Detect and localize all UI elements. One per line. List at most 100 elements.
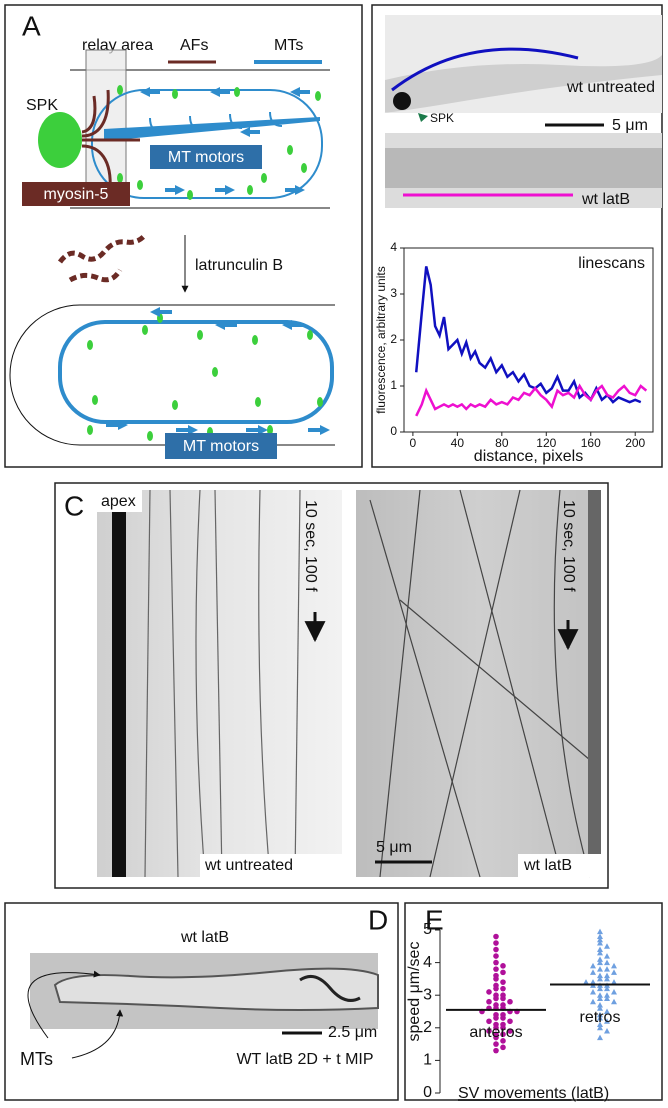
label: MT motors (168, 149, 244, 166)
decoration (92, 395, 98, 405)
point (493, 1048, 499, 1054)
decoration (87, 340, 93, 350)
point (590, 963, 596, 969)
point (590, 969, 596, 975)
decoration (106, 307, 330, 435)
figure: A relay area AFs MTs SPK MT motors myosi… (0, 0, 668, 1103)
label: 10 sec, 100 f (302, 500, 319, 592)
point (493, 996, 499, 1002)
y-tick-label: 3 (423, 986, 432, 1003)
decoration (104, 117, 320, 141)
decoration (307, 330, 313, 340)
point (493, 1041, 499, 1047)
decoration (147, 431, 153, 441)
decoration (117, 85, 123, 95)
series-line (416, 266, 641, 402)
point (493, 940, 499, 946)
decoration (187, 190, 193, 200)
label: MTs (20, 1049, 53, 1069)
decoration (247, 185, 253, 195)
decoration (137, 180, 143, 190)
decoration (287, 145, 293, 155)
label: C (64, 490, 84, 521)
point (597, 966, 603, 972)
decoration (317, 397, 323, 407)
decoration (172, 400, 178, 410)
decoration (252, 335, 258, 345)
decoration (142, 325, 148, 335)
decoration (140, 87, 310, 195)
label: SPK (26, 97, 58, 114)
y-tick-label: 2 (423, 1019, 432, 1036)
x-axis-label: SV movements (latB) (458, 1085, 609, 1102)
point (604, 960, 610, 966)
label: 10 sec, 100 f (560, 500, 577, 592)
decoration (393, 92, 411, 110)
decoration (308, 425, 330, 435)
decoration (60, 322, 332, 422)
point (493, 947, 499, 953)
point (486, 989, 492, 995)
point (604, 966, 610, 972)
y-axis-label: fluorescence, arbitrary units (374, 266, 388, 413)
y-tick-label: 2 (390, 332, 397, 346)
decoration (60, 234, 146, 262)
point (597, 1035, 603, 1041)
point (493, 966, 499, 972)
point (500, 963, 506, 969)
label: SPK (430, 111, 454, 125)
y-tick-label: 0 (423, 1084, 432, 1101)
group-label: anteros (469, 1024, 522, 1041)
decoration (210, 87, 230, 97)
y-tick-label: 4 (423, 954, 432, 971)
label: myosin-5 (44, 186, 109, 203)
decoration (588, 490, 601, 877)
y-tick-label: 3 (390, 286, 397, 300)
point (611, 999, 617, 1005)
point (500, 986, 506, 992)
point (493, 1015, 499, 1021)
label: D (368, 904, 388, 935)
decoration (255, 397, 261, 407)
y-tick-label: 1 (423, 1052, 432, 1069)
point (590, 989, 596, 995)
decoration (197, 330, 203, 340)
group-label: retros (580, 1009, 621, 1026)
y-axis-label: speed μm/sec (406, 942, 423, 1042)
decoration (234, 87, 240, 97)
y-tick-label: 5 (423, 921, 432, 938)
label: A (22, 10, 41, 41)
point (507, 999, 513, 1005)
label: 2.5 μm (328, 1024, 377, 1041)
label: wt untreated (204, 857, 293, 874)
point (500, 1015, 506, 1021)
x-tick-label: 160 (581, 436, 601, 450)
point (604, 953, 610, 959)
point (493, 976, 499, 982)
label: apex (101, 493, 136, 510)
point (493, 953, 499, 959)
point (611, 969, 617, 975)
point (500, 1045, 506, 1051)
x-tick-label: 0 (410, 436, 417, 450)
label: wt untreated (566, 79, 655, 96)
y-tick-label: 0 (390, 424, 397, 438)
decoration (117, 85, 321, 200)
point (597, 929, 603, 935)
decoration (140, 87, 160, 97)
label: WT latB 2D + t MIP (236, 1051, 373, 1068)
point (500, 996, 506, 1002)
decoration (87, 425, 93, 435)
decoration (5, 5, 362, 467)
decoration (38, 112, 82, 168)
decoration (418, 113, 428, 122)
decoration (215, 185, 235, 195)
x-tick-label: 200 (625, 436, 645, 450)
point (493, 986, 499, 992)
y-tick-label: 1 (390, 378, 397, 392)
label: MT motors (183, 438, 259, 455)
decoration (117, 173, 123, 183)
decoration (212, 367, 218, 377)
label: wt latB (180, 929, 229, 946)
point (611, 989, 617, 995)
